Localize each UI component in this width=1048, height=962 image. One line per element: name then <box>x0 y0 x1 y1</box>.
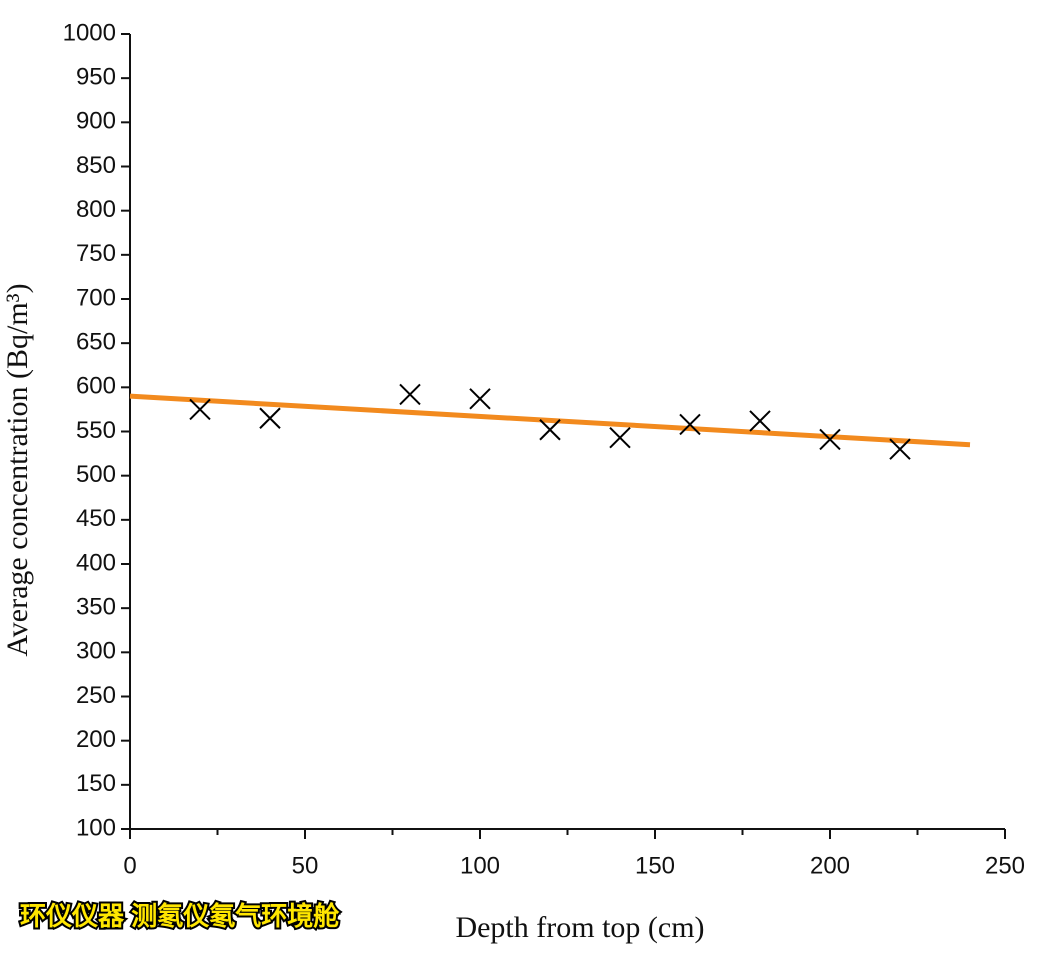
y-tick-label: 400 <box>76 549 116 576</box>
y-tick-label: 850 <box>76 152 116 179</box>
y-tick-label: 450 <box>76 505 116 532</box>
x-axis-label: Depth from top (cm) <box>455 911 704 944</box>
y-tick-label: 750 <box>76 240 116 267</box>
data-point <box>749 410 771 432</box>
y-tick-label: 300 <box>76 638 116 665</box>
watermark: 环仪仪器 测氡仪氡气环境舱 <box>20 901 340 931</box>
data-point <box>189 398 211 421</box>
y-tick-label: 900 <box>76 108 116 135</box>
data-point <box>259 407 281 429</box>
x-tick-label: 150 <box>635 852 675 879</box>
y-tick-label: 950 <box>76 64 116 91</box>
y-tick-label: 1000 <box>63 19 116 46</box>
x-tick-label: 0 <box>123 852 136 879</box>
x-tick-label: 50 <box>292 852 319 879</box>
y-tick-label: 600 <box>76 373 116 400</box>
y-tick-label: 650 <box>76 329 116 356</box>
data-point <box>399 383 421 406</box>
y-tick-label: 800 <box>76 196 116 223</box>
y-tick-label: 500 <box>76 461 116 488</box>
y-tick-label: 550 <box>76 417 116 444</box>
y-tick-label: 350 <box>76 594 116 621</box>
y-tick-label: 150 <box>76 770 116 797</box>
data-point <box>539 419 561 441</box>
data-point <box>469 388 491 410</box>
y-tick-label: 250 <box>76 682 116 709</box>
x-tick-label: 100 <box>460 852 500 879</box>
y-tick-label: 200 <box>76 726 116 753</box>
x-tick-label: 200 <box>810 852 850 879</box>
x-tick-label: 250 <box>985 852 1025 879</box>
y-axis-label: Average concentration (Bq/m³) <box>1 283 34 656</box>
fit-line <box>129 393 971 448</box>
data-point <box>889 438 911 460</box>
data-point <box>679 413 701 436</box>
data-point <box>819 428 841 451</box>
y-tick-label: 100 <box>76 814 116 841</box>
data-point <box>609 426 631 449</box>
y-tick-label: 700 <box>76 284 116 311</box>
